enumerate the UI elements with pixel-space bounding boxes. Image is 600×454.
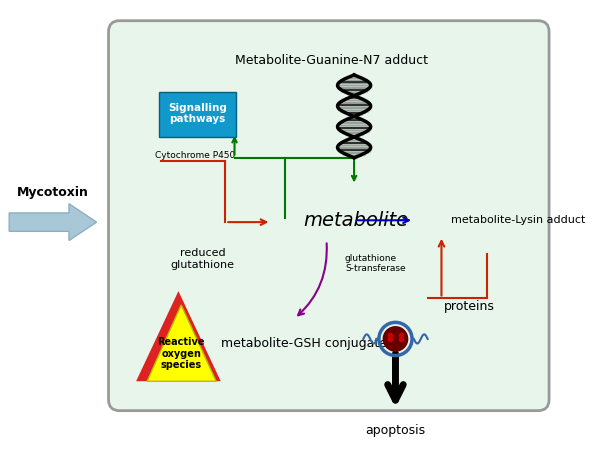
Circle shape	[383, 326, 409, 352]
FancyBboxPatch shape	[159, 92, 236, 137]
Polygon shape	[136, 291, 221, 381]
Text: metabolite-GSH conjugate: metabolite-GSH conjugate	[221, 337, 386, 350]
Text: metabolite: metabolite	[304, 211, 409, 230]
Text: Metabolite-Guanine-N7 adduct: Metabolite-Guanine-N7 adduct	[235, 54, 428, 67]
Text: proteins: proteins	[443, 300, 494, 313]
Text: Mycotoxin: Mycotoxin	[16, 186, 88, 199]
FancyBboxPatch shape	[109, 21, 549, 411]
Text: apoptosis: apoptosis	[365, 424, 425, 438]
Text: reduced
glutathione: reduced glutathione	[170, 248, 235, 270]
Text: glutathione
S-transferase: glutathione S-transferase	[345, 254, 406, 273]
Polygon shape	[147, 305, 216, 381]
Text: Reactive
oxygen
species: Reactive oxygen species	[157, 337, 205, 370]
Text: Signalling
pathways: Signalling pathways	[168, 103, 227, 124]
Polygon shape	[9, 204, 97, 241]
Text: metabolite-Lysin adduct: metabolite-Lysin adduct	[451, 215, 585, 225]
Text: Cytochrome P450: Cytochrome P450	[155, 151, 235, 160]
